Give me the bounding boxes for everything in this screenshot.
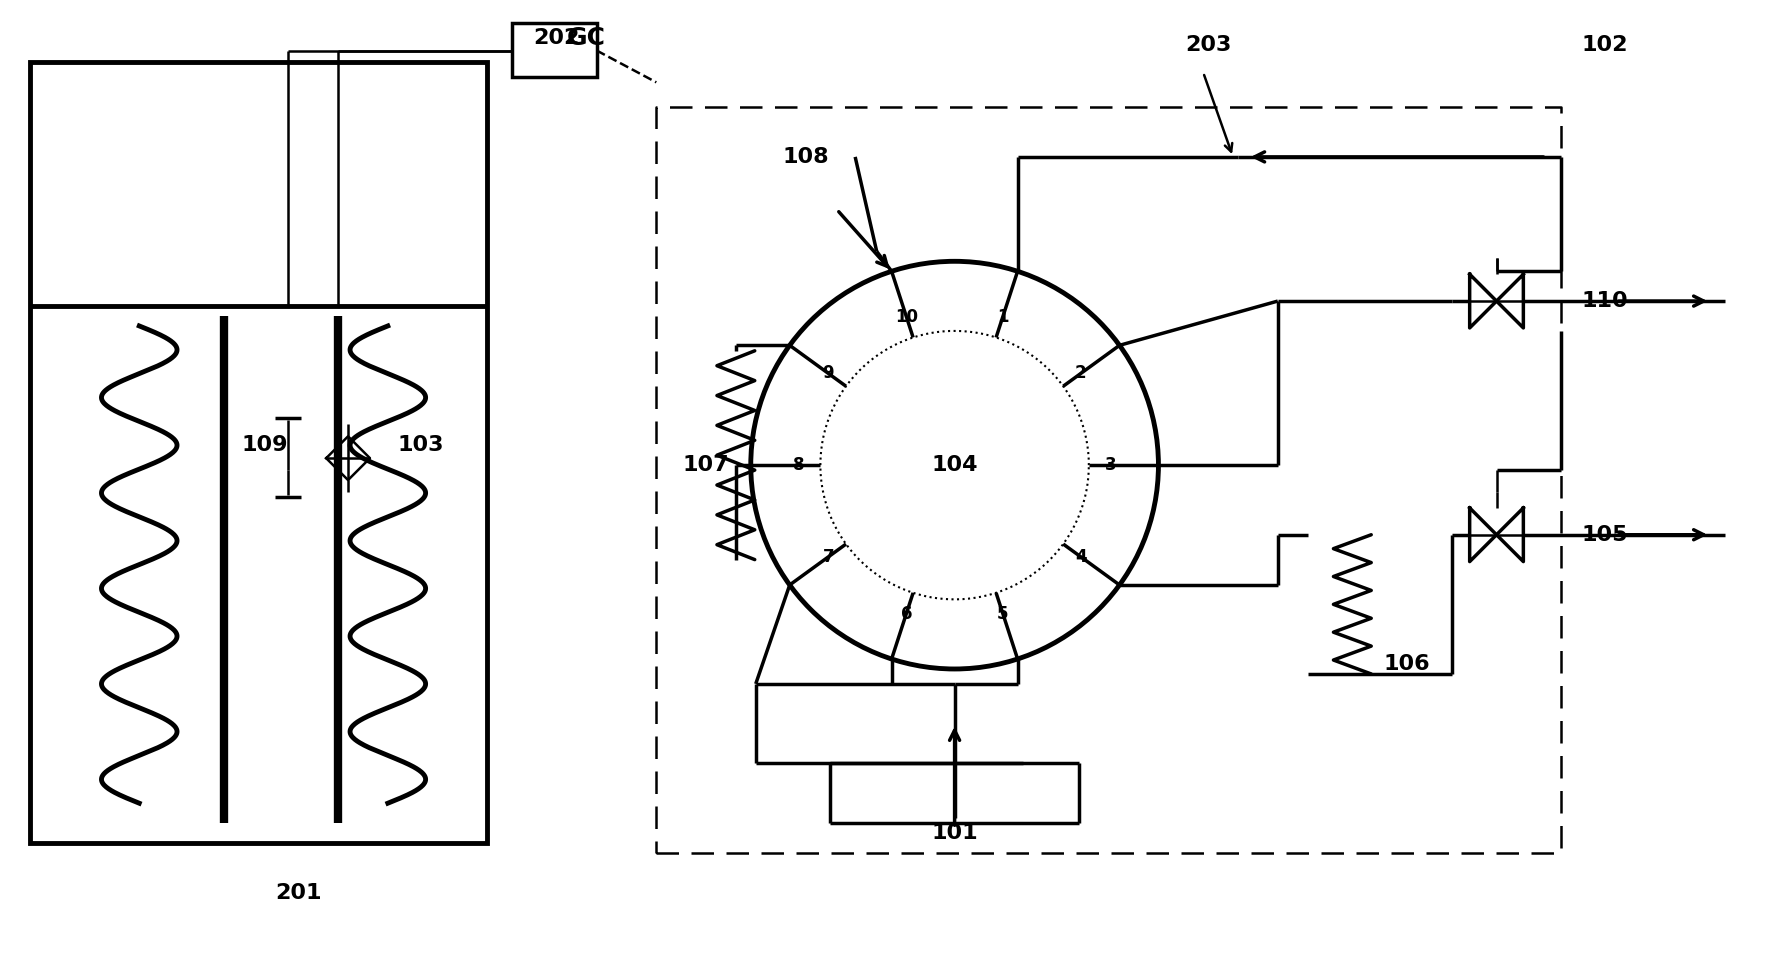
Text: 203: 203 [1184, 34, 1232, 55]
Text: 102: 102 [1581, 34, 1628, 55]
Text: 101: 101 [931, 823, 977, 843]
Text: 107: 107 [683, 455, 729, 475]
Text: 202: 202 [535, 27, 581, 48]
Text: 104: 104 [931, 455, 977, 475]
Text: 7: 7 [823, 548, 834, 565]
Text: 110: 110 [1581, 291, 1628, 311]
Text: 109: 109 [242, 435, 289, 456]
Bar [512, 23, 596, 77]
Text: 1: 1 [997, 308, 1009, 325]
Text: 103: 103 [398, 435, 444, 456]
Text: 5: 5 [997, 605, 1009, 622]
Text: 4: 4 [1074, 548, 1087, 565]
Text: 6: 6 [901, 605, 912, 622]
Text: 10: 10 [896, 308, 919, 325]
Text: 8: 8 [793, 456, 804, 474]
Text: 9: 9 [823, 365, 834, 382]
Text: 105: 105 [1581, 524, 1628, 545]
Bar [30, 63, 487, 843]
Text: 201: 201 [274, 883, 322, 903]
Text: 106: 106 [1384, 654, 1430, 674]
Text: 3: 3 [1104, 456, 1117, 474]
Text: 108: 108 [782, 147, 828, 167]
Text: GC: GC [566, 25, 605, 50]
Text: 2: 2 [1074, 365, 1087, 382]
